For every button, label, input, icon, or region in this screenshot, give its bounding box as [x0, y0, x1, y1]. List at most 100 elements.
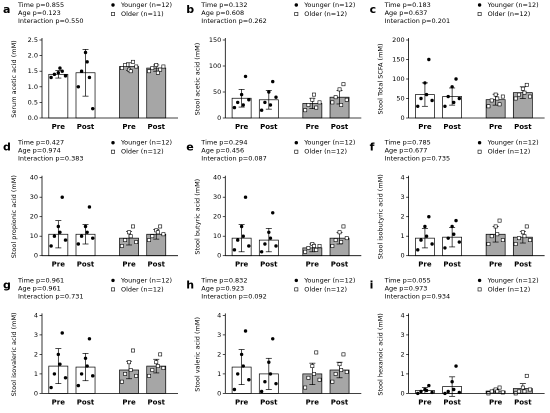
point: [259, 250, 264, 254]
point: [330, 100, 335, 105]
legend-label: Younger (n=12): [303, 1, 355, 9]
y-tick-label: 200: [392, 36, 404, 44]
point: [314, 350, 319, 355]
point: [76, 85, 81, 89]
point: [446, 94, 450, 99]
point: [513, 242, 518, 246]
legend-label: Older (n=12): [304, 10, 347, 18]
point: [147, 238, 151, 243]
point: [430, 98, 434, 103]
point: [134, 240, 139, 244]
point: [123, 371, 128, 376]
point: [236, 100, 240, 105]
point: [83, 356, 88, 360]
x-tick-label: Pre: [489, 123, 503, 131]
point: [517, 236, 521, 241]
x-tick-label: Pre: [306, 261, 320, 269]
point: [259, 389, 264, 394]
point: [147, 373, 151, 378]
point: [85, 364, 89, 368]
point: [427, 215, 431, 219]
stat-text: Time p=0.427: [17, 139, 64, 147]
point: [91, 236, 95, 240]
point: [239, 224, 244, 229]
stat-text: Age p=0.677: [385, 147, 428, 155]
point: [241, 103, 245, 107]
y-tick-label: 2.5: [28, 36, 38, 44]
y-tick-label: 30: [30, 193, 38, 201]
point: [450, 380, 454, 384]
point: [528, 387, 532, 392]
panel-letter: e: [186, 141, 193, 154]
x-tick-label: Pre: [489, 261, 503, 269]
y-tick-label: 4: [217, 311, 221, 319]
point: [247, 244, 251, 248]
stat-text: Time p=0.785: [384, 139, 431, 147]
point: [528, 94, 532, 99]
point: [495, 232, 500, 237]
bar: [146, 67, 167, 119]
point: [85, 60, 89, 64]
point: [333, 95, 338, 100]
x-tick-label: Post: [148, 261, 166, 269]
y-axis-label: Stool acetic acid (mM): [193, 43, 201, 116]
point: [446, 389, 450, 394]
point: [317, 100, 322, 105]
y-tick-label: 1: [34, 370, 38, 378]
point: [522, 234, 527, 239]
point: [495, 96, 500, 101]
point: [344, 370, 349, 374]
point: [271, 79, 275, 84]
stat-text: Time p=0.183: [384, 1, 431, 9]
panel-letter: c: [370, 3, 377, 16]
y-tick-label: 4: [400, 311, 404, 319]
point: [271, 337, 275, 341]
y-tick-label: 50: [396, 95, 404, 103]
point: [241, 234, 245, 238]
y-tick-label: 10: [213, 232, 221, 240]
point: [528, 238, 532, 243]
point: [524, 224, 529, 229]
x-tick-label: Post: [514, 123, 532, 131]
point: [87, 337, 92, 341]
panel-letter: g: [3, 278, 11, 291]
point: [517, 92, 521, 97]
y-tick-label: 3: [217, 331, 221, 339]
point: [489, 98, 494, 103]
point: [85, 230, 89, 234]
point: [128, 368, 133, 372]
point: [60, 195, 64, 199]
point: [127, 360, 131, 365]
point: [477, 287, 482, 292]
point: [294, 287, 299, 292]
y-tick-label: 0: [400, 252, 404, 260]
point: [49, 75, 53, 80]
point: [91, 106, 95, 111]
stat-text: Interaction p=0.087: [201, 155, 267, 163]
point: [524, 82, 529, 87]
point: [263, 242, 267, 246]
point: [294, 149, 299, 154]
stat-text: Age p=0.974: [18, 147, 61, 155]
y-tick-label: 2.0: [28, 52, 38, 60]
point: [427, 383, 431, 388]
point: [477, 141, 482, 145]
point: [317, 377, 322, 382]
point: [294, 3, 298, 7]
point: [111, 3, 115, 7]
point: [79, 234, 84, 238]
y-tick-label: 2: [400, 350, 404, 358]
stat-text: Time p=0.132: [200, 1, 247, 9]
point: [52, 234, 57, 238]
legend-label: Older (n=12): [121, 285, 164, 293]
point: [259, 108, 264, 112]
point: [486, 242, 491, 246]
point: [443, 246, 447, 250]
point: [419, 96, 423, 101]
point: [63, 238, 68, 242]
y-tick-label: 30: [213, 193, 221, 201]
point: [267, 360, 271, 364]
